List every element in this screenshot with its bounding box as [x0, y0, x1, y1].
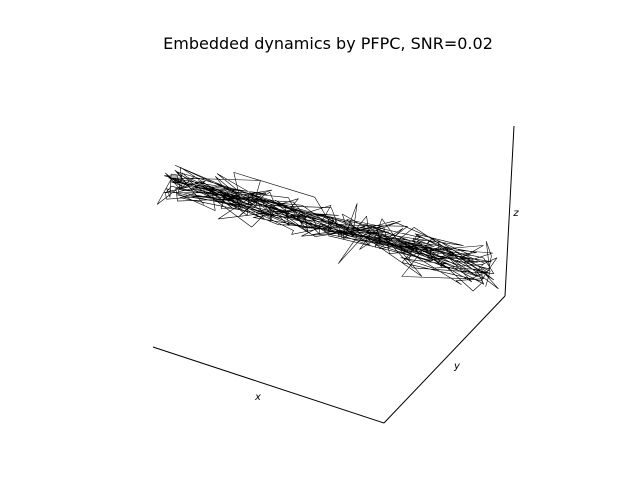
y-axis-line [383, 295, 506, 424]
y-axis-label: y [453, 361, 461, 372]
z-axis-line [504, 125, 515, 297]
series-layer [156, 165, 499, 292]
axes-3d: x y z [152, 125, 519, 424]
x-axis-line [152, 346, 385, 424]
z-axis-label: z [512, 208, 519, 219]
x-axis-label: x [254, 392, 261, 403]
series-line-0 [156, 165, 499, 292]
chart-title: Embedded dynamics by PFPC, SNR=0.02 [163, 34, 493, 53]
